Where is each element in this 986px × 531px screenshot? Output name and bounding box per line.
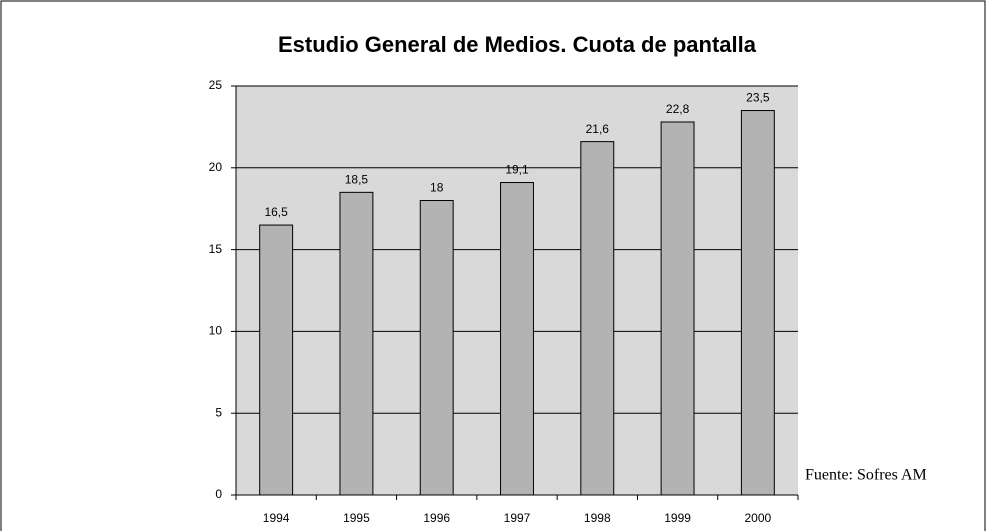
data-label: 22,8	[666, 102, 690, 116]
x-tick-label: 1997	[504, 511, 531, 525]
y-tick-label: 15	[209, 242, 223, 256]
x-tick-label: 1995	[343, 511, 370, 525]
x-tick-label: 1998	[584, 511, 611, 525]
data-label: 16,5	[264, 205, 288, 219]
bar	[740, 110, 775, 496]
y-tick-label: 0	[215, 487, 222, 501]
x-tick-label: 1996	[423, 511, 450, 525]
source-note: Fuente: Sofres AM	[805, 467, 927, 484]
y-tick-label: 10	[209, 324, 223, 338]
bar	[580, 141, 615, 496]
bar	[500, 182, 534, 496]
data-label: 23,5	[746, 91, 770, 105]
bar	[339, 191, 374, 496]
data-label: 21,6	[586, 122, 610, 136]
bar	[660, 121, 695, 496]
x-tick-label: 2000	[745, 511, 772, 525]
data-label: 19,1	[505, 163, 529, 177]
chart-title: Estudio General de Medios. Cuota de pant…	[278, 32, 757, 57]
y-tick-label: 25	[209, 78, 223, 92]
y-tick-label: 5	[215, 405, 222, 419]
x-tick-label: 1994	[263, 511, 290, 525]
data-label: 18	[430, 181, 444, 195]
x-tick-label: 1999	[664, 511, 691, 525]
bar	[419, 200, 454, 496]
bar	[259, 224, 294, 496]
y-tick-label: 20	[209, 160, 223, 174]
data-label: 18,5	[345, 173, 369, 187]
